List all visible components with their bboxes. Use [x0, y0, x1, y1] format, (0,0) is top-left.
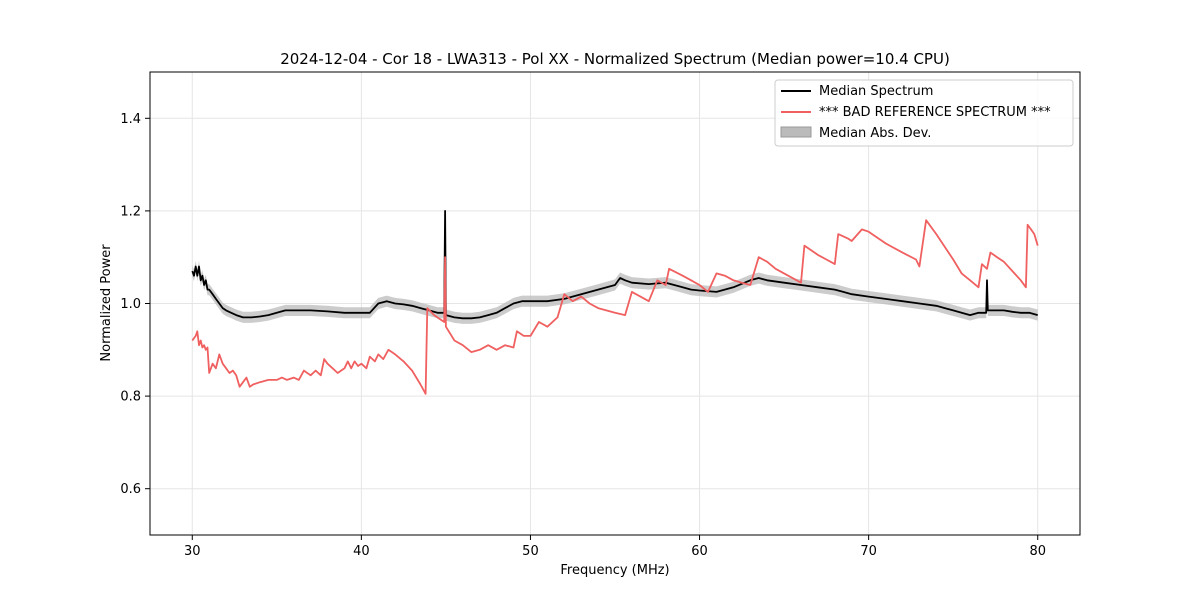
x-tick-label: 30 [184, 544, 201, 559]
x-tick-label: 50 [522, 544, 539, 559]
legend: Median Spectrum *** BAD REFERENCE SPECTR… [774, 79, 1074, 147]
legend-label-bad-reference: *** BAD REFERENCE SPECTRUM *** [819, 105, 1051, 120]
y-tick-label: 1.0 [120, 297, 141, 312]
x-tick-label: 60 [691, 544, 708, 559]
y-tick-label: 0.8 [120, 390, 141, 405]
legend-label-mad-band: Median Abs. Dev. [819, 126, 931, 141]
y-tick-label: 1.4 [120, 112, 141, 127]
axis-ticks: 30 40 50 60 70 80 0.6 0.8 1.0 1.2 1.4 [120, 112, 1046, 559]
series-layer [191, 209, 1039, 395]
x-tick-label: 40 [353, 544, 370, 559]
x-tick-label: 80 [1029, 544, 1046, 559]
y-axis-label: Normalized Power [99, 244, 114, 362]
chart-title: 2024-12-04 - Cor 18 - LWA313 - Pol XX - … [280, 50, 950, 68]
y-tick-label: 0.6 [120, 482, 141, 497]
legend-box [774, 79, 1074, 147]
plot-frame [149, 71, 1081, 536]
x-axis-label: Frequency (MHz) [560, 563, 669, 578]
legend-swatch-mad-band [780, 126, 812, 138]
x-tick-label: 70 [860, 544, 877, 559]
bad-reference-line [191, 219, 1039, 395]
legend-label-median-spectrum: Median Spectrum [819, 84, 933, 99]
median-spectrum-line [191, 209, 1038, 320]
y-tick-label: 1.2 [120, 204, 141, 219]
mad-band [192, 205, 1038, 324]
mad-band-layer [192, 205, 1038, 324]
